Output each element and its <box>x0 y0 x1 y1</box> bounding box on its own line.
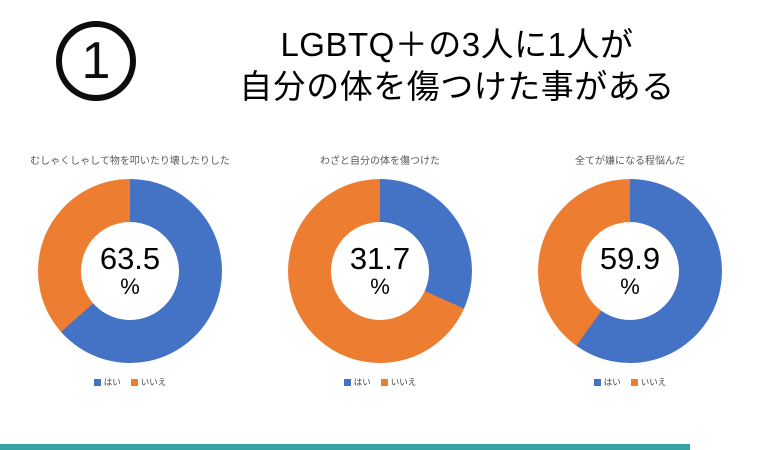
chart-title: むしゃくしゃして物を叩いたり壊したりした <box>30 156 230 167</box>
legend-item-no: いいえ <box>630 376 667 388</box>
center-unit: % <box>370 273 390 299</box>
legend-label-yes: はい <box>103 377 121 387</box>
legend-swatch-yes <box>93 378 101 386</box>
donut-chart: 31.7 % <box>288 179 472 363</box>
center-value: 63.5 <box>99 240 161 276</box>
legend-label-no: いいえ <box>140 377 167 387</box>
chart-legend: はい いいえ <box>343 376 417 388</box>
slide-number: 1 <box>81 32 111 90</box>
donut-chart: 63.5 % <box>38 179 222 363</box>
legend-swatch-no <box>630 378 638 386</box>
legend-label-yes: はい <box>603 377 621 387</box>
slide-number-badge: 1 <box>56 21 136 101</box>
chart-column-2: わざと自分の体を傷つけた 31.7 % はい いいえ <box>258 156 502 388</box>
donut-center: 63.5 % <box>81 222 179 320</box>
donut-center: 59.9 % <box>581 222 679 320</box>
chart-legend: はい いいえ <box>593 376 667 388</box>
legend-swatch-no <box>380 378 388 386</box>
page-title-line2: 自分の体を傷つけた事がある <box>239 68 675 106</box>
legend-item-yes: はい <box>593 376 621 388</box>
legend-label-no: いいえ <box>390 377 417 387</box>
legend-swatch-yes <box>343 378 351 386</box>
center-unit: % <box>620 273 640 299</box>
center-value: 59.9 <box>599 240 661 276</box>
legend-item-yes: はい <box>343 376 371 388</box>
legend-label-yes: はい <box>353 377 371 387</box>
legend-item-no: いいえ <box>380 376 417 388</box>
legend-label-no: いいえ <box>640 377 667 387</box>
chart-column-1: むしゃくしゃして物を叩いたり壊したりした 63.5 % はい いいえ <box>8 156 252 388</box>
center-value: 31.7 <box>349 240 411 276</box>
donut-chart: 59.9 % <box>538 179 722 363</box>
chart-column-3: 全てが嫌になる程悩んだ 59.9 % はい いいえ <box>508 156 752 388</box>
legend-item-no: いいえ <box>130 376 167 388</box>
chart-title: 全てが嫌になる程悩んだ <box>575 156 685 167</box>
chart-legend: はい いいえ <box>93 376 167 388</box>
legend-item-yes: はい <box>93 376 121 388</box>
donut-center: 31.7 % <box>331 222 429 320</box>
chart-title: わざと自分の体を傷つけた <box>320 156 440 167</box>
center-unit: % <box>120 273 140 299</box>
charts-row: むしゃくしゃして物を叩いたり壊したりした 63.5 % はい いいえ わざと自 <box>8 156 752 388</box>
footer-accent-bar <box>0 444 690 450</box>
legend-swatch-no <box>130 378 138 386</box>
page-title-line1: LGBTQ＋の3人に1人が <box>280 26 634 63</box>
legend-swatch-yes <box>593 378 601 386</box>
page-title: LGBTQ＋の3人に1人が 自分の体を傷つけた事がある <box>160 24 754 108</box>
